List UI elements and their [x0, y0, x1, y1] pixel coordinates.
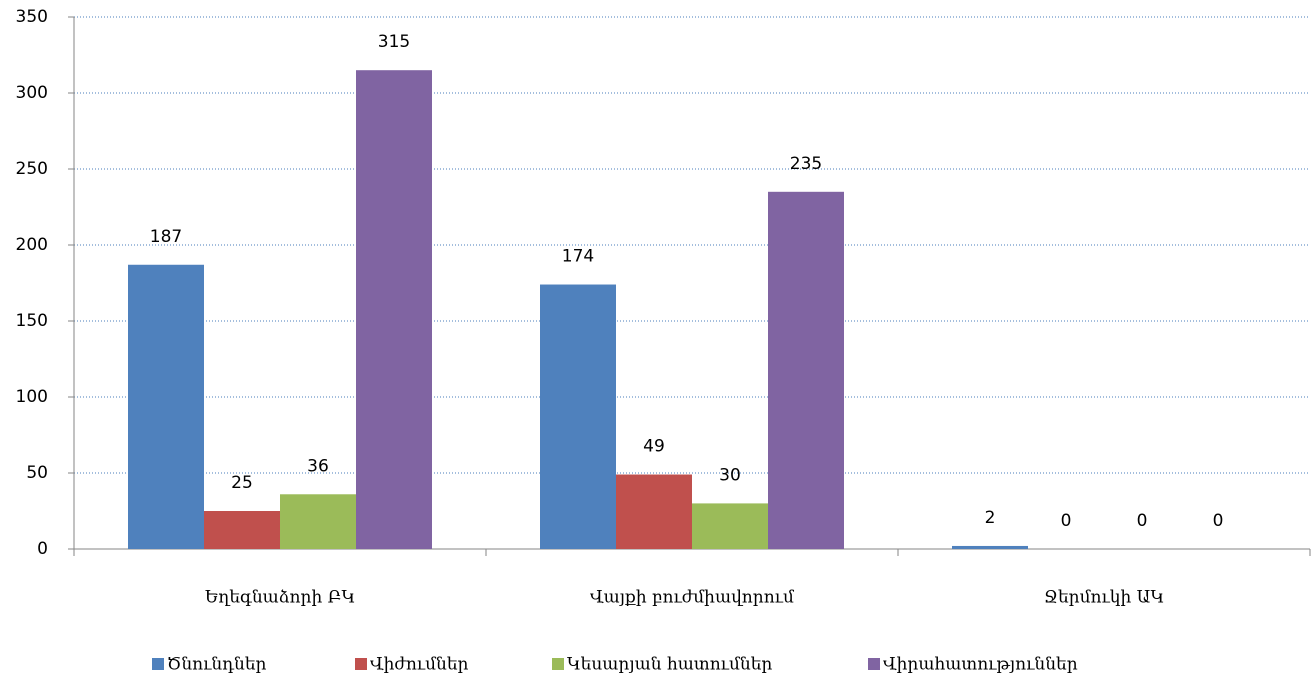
y-tick-label: 0 [37, 539, 48, 559]
y-tick-label: 150 [16, 311, 48, 331]
bar [952, 545, 1028, 549]
data-label: 0 [1213, 511, 1224, 531]
y-tick-label: 300 [16, 83, 48, 103]
bar [768, 191, 844, 550]
bar [204, 511, 280, 549]
legend-swatch [152, 658, 164, 670]
bar [128, 264, 204, 549]
data-label: 235 [790, 154, 822, 174]
y-tick-label: 350 [16, 7, 48, 27]
data-label: 315 [378, 32, 410, 52]
x-tick-label: Ջերմուկի ԱԿ [1044, 588, 1164, 608]
bar [616, 474, 692, 549]
legend-swatch [552, 658, 564, 670]
data-label: 0 [1061, 511, 1072, 531]
legend-swatch [355, 658, 367, 670]
x-tick-label: Վայքի բուժմիավորում [590, 588, 795, 608]
legend-swatch [868, 658, 880, 670]
legend-label: Կեսարյան հատումներ [567, 655, 772, 675]
y-tick-label: 50 [26, 463, 48, 483]
data-label: 0 [1137, 511, 1148, 531]
y-tick-label: 200 [16, 235, 48, 255]
bar [280, 494, 356, 549]
data-label: 49 [643, 437, 665, 457]
legend-label: Վիրահատություններ [883, 655, 1078, 675]
data-label: 30 [719, 465, 741, 485]
bar [540, 284, 616, 549]
y-tick-label: 250 [16, 159, 48, 179]
x-tick-label: Եղեգնաձորի ԲԿ [205, 588, 355, 608]
bar [356, 70, 432, 549]
data-label: 187 [150, 227, 182, 247]
data-label: 174 [562, 247, 594, 267]
bar [692, 503, 768, 549]
data-label: 2 [985, 508, 996, 528]
y-tick-label: 100 [16, 387, 48, 407]
legend-label: Ծնունդներ [167, 655, 267, 675]
data-label: 36 [307, 456, 329, 476]
legend-label: Վիժումներ [370, 655, 469, 675]
data-label: 25 [231, 473, 253, 493]
